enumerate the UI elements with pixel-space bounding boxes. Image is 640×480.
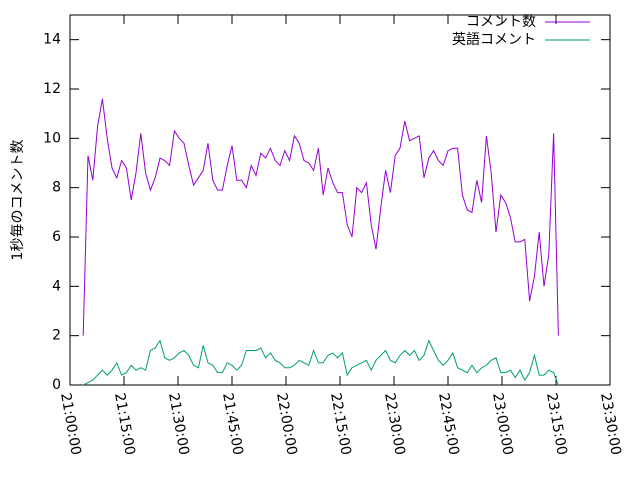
y-tick-label: 12 xyxy=(43,81,61,97)
y-axis-label: 1秒毎のコメント数 xyxy=(10,140,26,261)
legend-label: コメント数 xyxy=(466,14,536,30)
y-tick-label: 6 xyxy=(52,229,61,245)
x-tick-label: 21:00:00 xyxy=(57,392,84,457)
x-tick-label: 21:15:00 xyxy=(111,392,138,457)
x-tick-label: 23:30:00 xyxy=(597,392,624,457)
x-tick-label: 23:00:00 xyxy=(489,392,516,457)
y-tick-label: 2 xyxy=(52,328,61,344)
x-tick-label: 22:30:00 xyxy=(381,392,408,457)
x-tick-label: 22:15:00 xyxy=(327,392,354,457)
x-tick-label: 22:45:00 xyxy=(435,392,462,457)
y-tick-label: 8 xyxy=(52,180,61,196)
y-tick-label: 4 xyxy=(52,278,61,294)
y-tick-label: 0 xyxy=(52,377,61,393)
legend-label: 英語コメント xyxy=(452,31,536,48)
x-tick-label: 22:00:00 xyxy=(273,392,300,457)
x-tick-label: 21:45:00 xyxy=(219,392,246,457)
series-line xyxy=(82,98,559,336)
x-tick-label: 21:30:00 xyxy=(165,392,192,457)
series-line xyxy=(82,339,559,386)
x-tick-label: 23:15:00 xyxy=(543,392,570,457)
plot-frame xyxy=(69,14,611,386)
y-tick-label: 14 xyxy=(43,32,61,48)
y-tick-label: 10 xyxy=(43,130,61,146)
